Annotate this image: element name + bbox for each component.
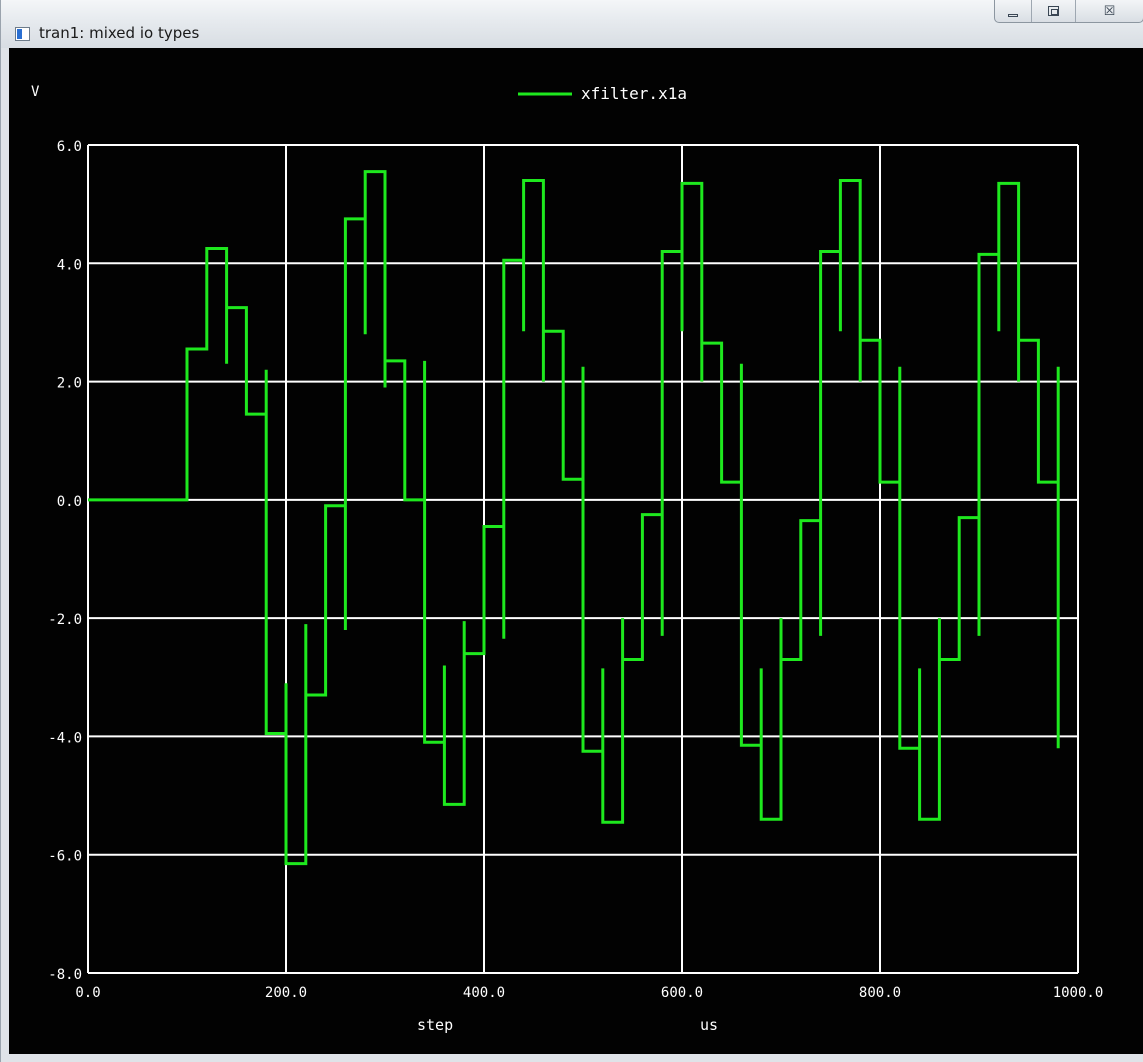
labels: V xfilter.x1a step us 6.0 4.0 2.0 0.0 -2.0 -4… <box>31 84 1103 1034</box>
app-icon <box>15 27 30 41</box>
waveform-chart: V xfilter.x1a step us 6.0 4.0 2.0 0.0 -2.0 -4… <box>31 84 1103 1034</box>
y-tick-label: 0.0 <box>57 494 82 510</box>
x-tick-label: 1000.0 <box>1053 985 1104 1001</box>
y-tick-label: 6.0 <box>57 139 82 155</box>
series-line <box>88 170 1060 866</box>
restore-icon <box>1048 6 1059 16</box>
x-axis-label: step <box>417 1016 453 1034</box>
y-tick-label: -4.0 <box>48 730 82 746</box>
minimize-icon <box>1008 13 1018 17</box>
minimize-button[interactable] <box>995 0 1031 22</box>
y-tick-label: -6.0 <box>48 849 82 865</box>
y-tick-label: -8.0 <box>48 967 82 983</box>
close-button[interactable]: ☒ <box>1075 0 1143 22</box>
maximize-button[interactable] <box>1031 0 1075 22</box>
plot-area: V xfilter.x1a step us 6.0 4.0 2.0 0.0 -2.0 -4… <box>9 48 1143 1054</box>
x-tick-label: 200.0 <box>265 985 307 1001</box>
legend-entry: xfilter.x1a <box>581 84 687 103</box>
y-tick-label: 4.0 <box>57 257 82 273</box>
window-title: tran1: mixed io types <box>39 24 200 42</box>
close-icon: ☒ <box>1103 3 1116 19</box>
x-tick-label: 600.0 <box>661 985 703 1001</box>
series-layer <box>88 170 1060 866</box>
y-axis-label: V <box>31 84 40 100</box>
x-tick-label: 800.0 <box>859 985 901 1001</box>
x-axis-unit: us <box>700 1016 718 1034</box>
x-tick-label: 400.0 <box>463 985 505 1001</box>
x-tick-label: 0.0 <box>75 985 100 1001</box>
window-controls: ☒ <box>994 0 1143 23</box>
title-bar[interactable]: tran1: mixed io types ☒ <box>1 0 1143 48</box>
y-tick-label: 2.0 <box>57 376 82 392</box>
y-tick-label: -2.0 <box>48 612 82 628</box>
